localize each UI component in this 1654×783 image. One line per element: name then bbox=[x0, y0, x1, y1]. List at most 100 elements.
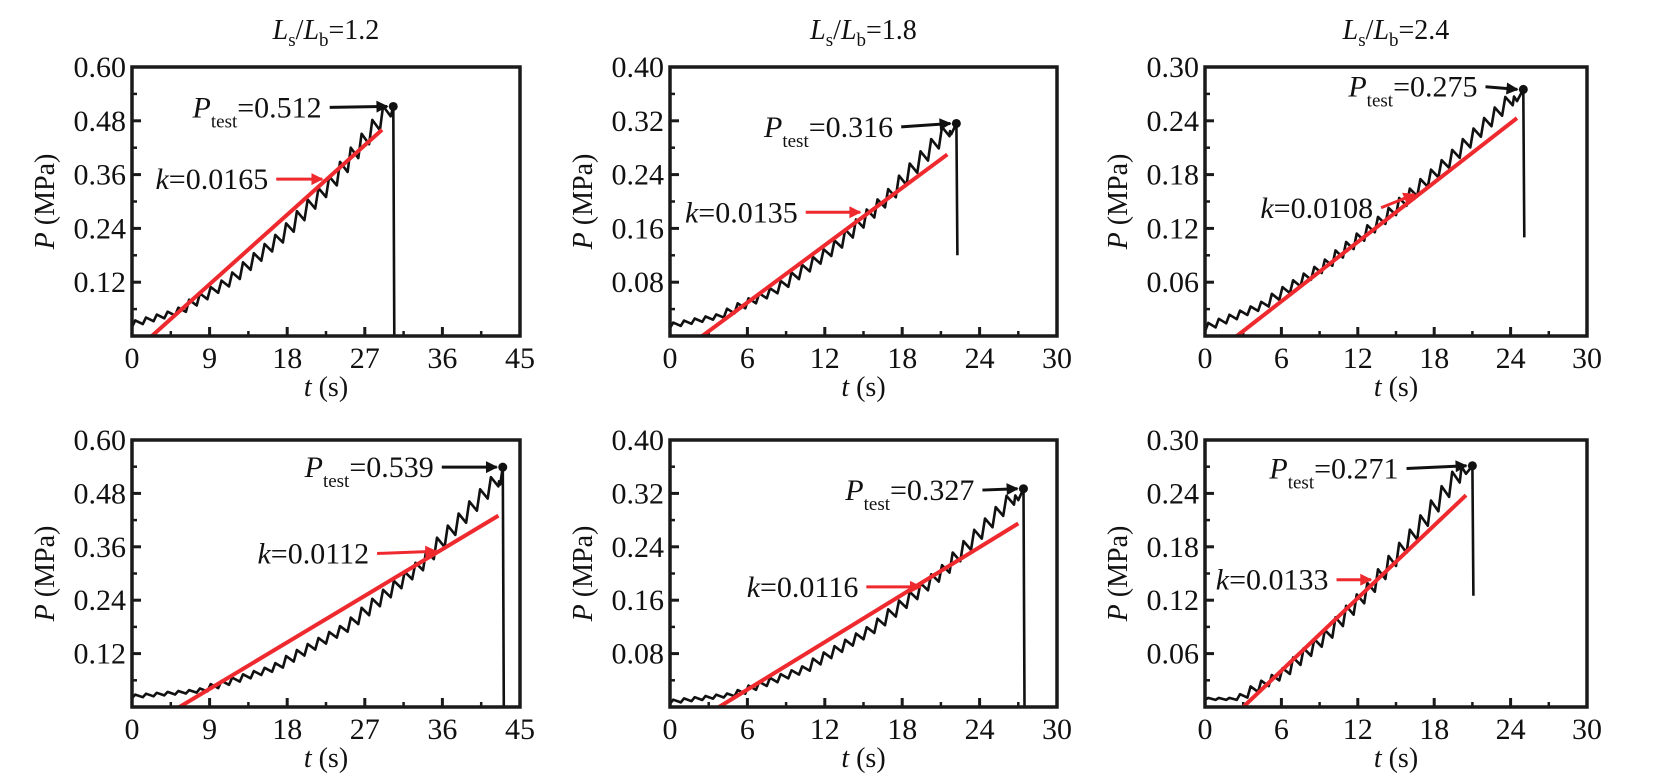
ptest-symbol: P bbox=[304, 451, 323, 484]
ptest-symbol: P bbox=[844, 474, 863, 507]
slope-symbol: k bbox=[257, 537, 271, 570]
x-tick-label: 30 bbox=[1572, 342, 1602, 375]
y-tick-label: 0.60 bbox=[74, 424, 127, 457]
x-tick-label: 6 bbox=[740, 713, 755, 746]
ptest-subscript: test bbox=[782, 131, 809, 152]
x-axis-symbol: t bbox=[1374, 743, 1383, 774]
peak-point bbox=[951, 118, 961, 128]
linear-fit-line bbox=[701, 152, 949, 338]
x-axis-unit: (s) bbox=[312, 372, 349, 403]
y-axis-label: P (MPa) bbox=[1103, 154, 1134, 251]
ptest-subscript: test bbox=[864, 494, 891, 515]
plot-frame bbox=[130, 65, 522, 338]
y-tick-label: 0.36 bbox=[74, 159, 127, 192]
slope-symbol: k bbox=[685, 196, 699, 229]
y-tick-label: 0.06 bbox=[1147, 266, 1200, 299]
x-tick-label: 0 bbox=[125, 342, 140, 375]
x-axis-symbol: t bbox=[304, 372, 313, 403]
x-tick-label: 6 bbox=[1274, 713, 1289, 746]
panel-title: Ls/Lb=1.2 bbox=[272, 15, 380, 51]
y-axis-symbol: P bbox=[568, 604, 599, 622]
x-axis-unit: (s) bbox=[1382, 372, 1419, 403]
slope-value: =0.0108 bbox=[1274, 192, 1373, 225]
ptest-symbol: P bbox=[192, 91, 211, 124]
x-tick-label: 0 bbox=[125, 713, 140, 746]
x-tick-label: 45 bbox=[505, 342, 535, 375]
denominator-subscript: b bbox=[319, 30, 329, 51]
peak-point bbox=[1467, 461, 1477, 471]
x-tick-label: 9 bbox=[202, 342, 217, 375]
y-tick-label: 0.32 bbox=[612, 477, 665, 510]
x-tick-label: 30 bbox=[1042, 713, 1072, 746]
y-tick-label: 0.24 bbox=[1147, 105, 1200, 138]
x-tick-label: 36 bbox=[427, 342, 457, 375]
slope-value: =0.0116 bbox=[760, 571, 858, 604]
y-tick-label: 0.24 bbox=[74, 584, 127, 617]
ratio-value: =1.2 bbox=[329, 15, 380, 46]
x-axis-unit: (s) bbox=[1382, 743, 1419, 774]
ptest-arrow bbox=[1485, 82, 1519, 95]
ptest-value: =0.327 bbox=[890, 474, 974, 507]
ptest-annotation: Ptest=0.512 bbox=[192, 91, 322, 132]
x-tick-label: 24 bbox=[965, 342, 995, 375]
ptest-value: =0.512 bbox=[237, 91, 321, 124]
y-axis-label: P (MPa) bbox=[568, 154, 599, 251]
linear-fit-line bbox=[717, 521, 1020, 709]
peak-point bbox=[388, 101, 398, 111]
y-axis-symbol: P bbox=[1103, 232, 1134, 250]
ratio-numerator: L bbox=[1342, 15, 1359, 46]
y-tick-label: 0.40 bbox=[612, 424, 665, 457]
y-tick-label: 0.36 bbox=[74, 531, 127, 564]
pressure-curve bbox=[668, 487, 1026, 708]
x-tick-label: 24 bbox=[1496, 713, 1526, 746]
ptest-symbol: P bbox=[1268, 452, 1287, 485]
slope-value: =0.0112 bbox=[271, 537, 369, 570]
x-axis-symbol: t bbox=[1374, 372, 1383, 403]
y-axis-label: P (MPa) bbox=[1103, 526, 1134, 623]
slope-annotation: k=0.0108 bbox=[1260, 192, 1373, 225]
ptest-arrow bbox=[1406, 460, 1468, 473]
ratio-denominator: L bbox=[302, 15, 319, 46]
plot-frame bbox=[668, 65, 1059, 338]
x-axis-label: t (s) bbox=[304, 372, 348, 403]
x-tick-label: 18 bbox=[1419, 713, 1449, 746]
y-axis-unit: (MPa) bbox=[568, 526, 599, 605]
y-axis-unit: (MPa) bbox=[568, 154, 599, 233]
y-tick-label: 0.16 bbox=[612, 584, 665, 617]
plot-frame bbox=[668, 438, 1059, 709]
y-axis-symbol: P bbox=[568, 232, 599, 250]
y-tick-label: 0.24 bbox=[612, 159, 665, 192]
slope-value: =0.0133 bbox=[1229, 564, 1328, 597]
x-axis-label: t (s) bbox=[304, 743, 348, 774]
plot-frame bbox=[130, 438, 522, 709]
y-tick-label: 0.12 bbox=[74, 266, 127, 299]
x-tick-label: 0 bbox=[1198, 342, 1213, 375]
x-tick-label: 27 bbox=[350, 342, 380, 375]
slope-annotation: k=0.0135 bbox=[685, 196, 798, 229]
y-tick-label: 0.30 bbox=[1147, 424, 1200, 457]
slope-arrow bbox=[377, 545, 438, 558]
y-tick-label: 0.24 bbox=[1147, 477, 1200, 510]
x-tick-label: 24 bbox=[1496, 342, 1526, 375]
x-tick-label: 18 bbox=[272, 342, 302, 375]
x-tick-label: 18 bbox=[887, 342, 917, 375]
ptest-value: =0.539 bbox=[349, 451, 433, 484]
y-tick-label: 0.32 bbox=[612, 105, 665, 138]
ptest-subscript: test bbox=[1367, 91, 1394, 112]
x-tick-label: 18 bbox=[1419, 342, 1449, 375]
panel-r1-c1: Ls/Lb=1.2 0 9 18 27 36 45 0.12 0.24 0.36 0.48 0.60 t… bbox=[30, 15, 535, 403]
x-tick-label: 0 bbox=[663, 342, 678, 375]
plot-frame bbox=[1203, 438, 1589, 709]
ratio-slash: / bbox=[1366, 15, 1374, 46]
y-tick-label: 0.40 bbox=[612, 51, 665, 84]
pressure-curve bbox=[1204, 464, 1475, 702]
ptest-symbol: P bbox=[1347, 71, 1366, 104]
y-tick-label: 0.12 bbox=[1147, 584, 1200, 617]
numerator-subscript: s bbox=[288, 30, 295, 51]
y-tick-label: 0.48 bbox=[74, 477, 127, 510]
peak-point bbox=[498, 462, 508, 472]
ptest-symbol: P bbox=[763, 111, 782, 144]
ptest-annotation: Ptest=0.327 bbox=[844, 474, 974, 515]
ptest-value: =0.271 bbox=[1314, 452, 1398, 485]
